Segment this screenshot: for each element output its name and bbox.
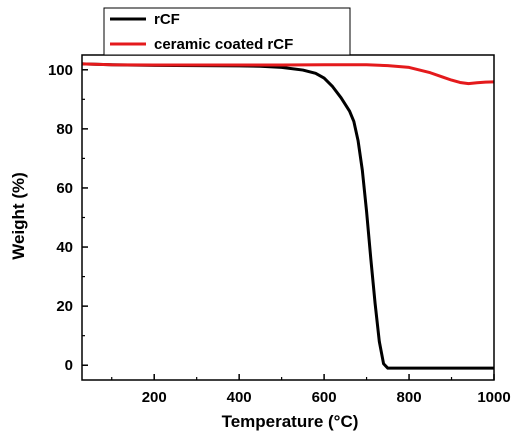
x-axis-label: Temperature (°C) <box>222 412 359 431</box>
y-tick-label: 80 <box>56 121 73 138</box>
plot-frame <box>81 54 495 381</box>
y-tick-label: 0 <box>65 357 73 374</box>
y-tick-label: 100 <box>48 62 73 79</box>
x-tick-label: 200 <box>142 389 167 406</box>
y-tick-label: 60 <box>56 180 73 197</box>
x-tick-label: 400 <box>227 389 252 406</box>
series-line-0 <box>82 62 494 370</box>
legend-label-0: rCF <box>154 11 180 28</box>
x-tick-label: 1000 <box>477 389 510 406</box>
y-axis-label: Weight (%) <box>9 172 28 260</box>
legend-box <box>103 7 351 56</box>
y-tick-label: 40 <box>56 239 73 256</box>
x-tick-label: 800 <box>397 389 422 406</box>
y-tick-label: 20 <box>56 298 73 315</box>
series-line-1 <box>82 62 494 86</box>
legend-label-1: ceramic coated rCF <box>154 36 293 53</box>
x-tick-label: 600 <box>312 389 337 406</box>
